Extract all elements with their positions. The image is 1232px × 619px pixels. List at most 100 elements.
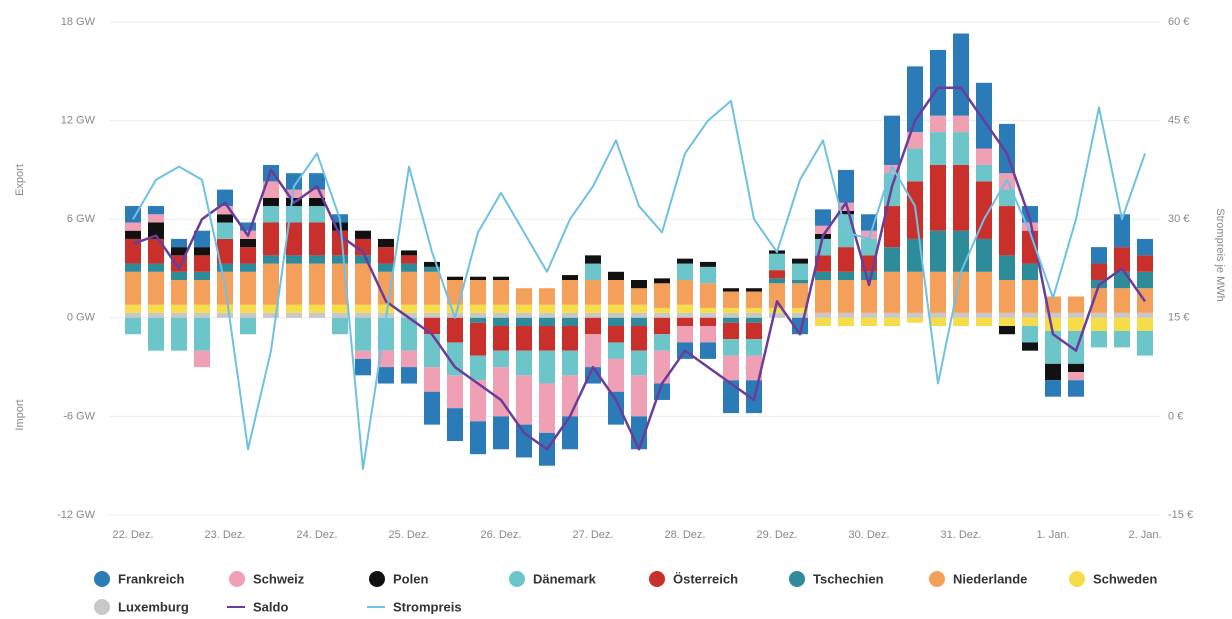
bar-segment	[1114, 247, 1130, 272]
bar-segment	[194, 304, 210, 313]
bar-segment	[861, 238, 877, 256]
bar-segment	[562, 317, 578, 327]
bar-segment	[516, 288, 532, 305]
bar-segment	[700, 317, 716, 327]
bar-segment	[470, 304, 486, 313]
bar-segment	[838, 210, 854, 215]
bar-segment	[677, 304, 693, 313]
bar-segment	[930, 132, 946, 165]
bar-segment	[447, 276, 463, 281]
bar-segment	[746, 355, 762, 381]
bar-segment	[171, 304, 187, 313]
bar-segment	[562, 280, 578, 305]
bar-segment	[516, 424, 532, 458]
bar-segment	[125, 263, 141, 272]
legend-swatch	[929, 571, 945, 587]
bar-segment	[608, 317, 624, 327]
bar-segment	[884, 312, 900, 318]
bar-segment	[562, 375, 578, 417]
bar-segment	[263, 181, 279, 198]
bar-segment	[930, 49, 946, 116]
bar-segment	[516, 375, 532, 425]
bar-segment	[240, 271, 256, 305]
bar-segment	[539, 312, 555, 318]
bar-segment	[240, 263, 256, 272]
x-tick-label: 28. Dez.	[665, 529, 706, 541]
bar-segment	[263, 222, 279, 256]
bar-segment	[792, 263, 808, 281]
bar-segment	[1091, 312, 1107, 318]
bar-segment	[976, 164, 992, 182]
bar-segment	[884, 317, 900, 327]
bar-segment	[930, 312, 946, 318]
bar-segment	[631, 304, 647, 313]
bar-segment	[217, 206, 233, 215]
bar-segment	[539, 304, 555, 313]
bar-segment	[401, 304, 417, 313]
bar-segment	[746, 317, 762, 323]
bar-segment	[907, 132, 923, 149]
legend-swatch	[509, 571, 525, 587]
bar-segment	[608, 342, 624, 359]
bar-segment	[332, 255, 348, 264]
bar-segment	[769, 312, 785, 318]
bar-segment	[723, 322, 739, 340]
bar-segment	[631, 317, 647, 327]
bar-segment	[286, 304, 302, 313]
bar-segment	[608, 326, 624, 343]
bar-segment	[654, 283, 670, 308]
bar-segment	[171, 280, 187, 305]
bar-segment	[148, 206, 164, 215]
legend-label: Schweden	[1093, 571, 1157, 586]
legend-label: Niederlande	[953, 571, 1027, 586]
legend-swatch	[229, 571, 245, 587]
bar-segment	[194, 312, 210, 318]
bar-segment	[424, 391, 440, 425]
bar-segment	[240, 304, 256, 313]
bar-segment	[930, 230, 946, 272]
x-tick-label: 30. Dez.	[849, 529, 890, 541]
y2-tick-label: 30 €	[1168, 213, 1189, 225]
bar-segment	[470, 380, 486, 422]
bar-segment	[654, 317, 670, 335]
bar-segment	[1137, 238, 1153, 256]
legend-label: Frankreich	[118, 571, 185, 586]
bar-segment	[953, 132, 969, 165]
bar-segment	[470, 317, 486, 323]
bar-segment	[700, 342, 716, 359]
bar-segment	[447, 408, 463, 442]
bar-segment	[332, 312, 348, 318]
bar-segment	[148, 317, 164, 351]
bar-segment	[608, 271, 624, 281]
bar-segment	[516, 326, 532, 351]
x-tick-label: 27. Dez.	[573, 529, 614, 541]
bar-segment	[677, 312, 693, 318]
bar-segment	[217, 304, 233, 313]
bar-segment	[309, 206, 325, 223]
bar-segment	[493, 276, 509, 281]
bar-segment	[401, 250, 417, 256]
bar-segment	[723, 317, 739, 323]
bar-segment	[447, 304, 463, 313]
bar-segment	[585, 263, 601, 281]
bar-segment	[930, 271, 946, 313]
bar-segment	[171, 317, 187, 351]
bar-segment	[424, 304, 440, 313]
bar-segment	[815, 255, 831, 272]
bar-segment	[1114, 330, 1130, 348]
bar-segment	[700, 283, 716, 308]
bar-segment	[700, 261, 716, 267]
bar-segment	[470, 312, 486, 318]
bar-segment	[562, 304, 578, 313]
x-tick-label: 1. Jan.	[1036, 529, 1069, 541]
bar-segment	[401, 271, 417, 305]
bar-segment	[677, 263, 693, 281]
bar-segment	[769, 253, 785, 271]
bar-segment	[562, 416, 578, 450]
y-axis-title-export: Export	[14, 164, 26, 196]
bar-segment	[424, 312, 440, 318]
bar-segment	[355, 358, 371, 376]
bar-segment	[1114, 271, 1130, 289]
legend-swatch	[1069, 571, 1085, 587]
bar-segment	[470, 421, 486, 455]
